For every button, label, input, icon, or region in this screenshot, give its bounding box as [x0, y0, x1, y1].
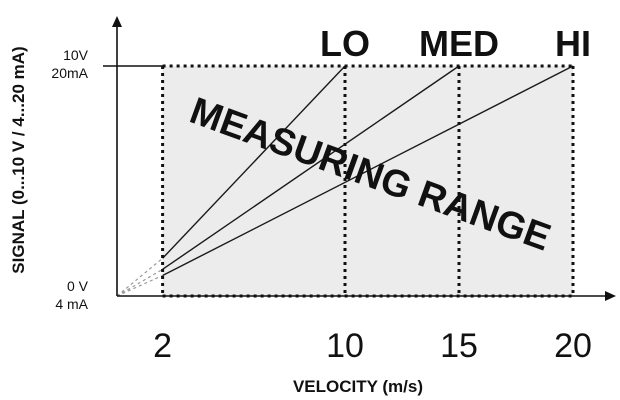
y-tick-label: 20mA: [51, 65, 88, 81]
x-tick-label: 2: [153, 327, 172, 365]
x-tick-label: 20: [554, 327, 592, 365]
series-label-hi: HI: [555, 23, 591, 64]
series-label-med: MED: [419, 23, 499, 64]
x-axis-arrow: [605, 291, 616, 301]
background-layer: [162, 66, 573, 296]
x-tick-label: 15: [440, 327, 478, 365]
y-axis-arrow: [112, 16, 122, 27]
y-tick-label: 4 mA: [55, 296, 88, 312]
series-extension-hi: [116, 274, 163, 297]
x-tick-label: 10: [326, 327, 364, 365]
series-line-med: [162, 65, 460, 270]
series-extension-med: [116, 268, 163, 297]
y-tick-label: 10V: [63, 47, 89, 63]
series-extension-lo: [116, 257, 163, 297]
series-layer: [116, 65, 574, 297]
y-axis-title: SIGNAL (0...10 V / 4...20 mA): [9, 46, 28, 273]
y-tick-label: 0 V: [67, 278, 89, 294]
series-line-hi: [162, 65, 574, 277]
x-axis-title: VELOCITY (m/s): [293, 377, 423, 396]
measuring-range-area: [162, 66, 573, 296]
series-line-lo: [162, 65, 346, 259]
axes-layer: [103, 16, 616, 301]
series-label-lo: LO: [320, 23, 370, 64]
